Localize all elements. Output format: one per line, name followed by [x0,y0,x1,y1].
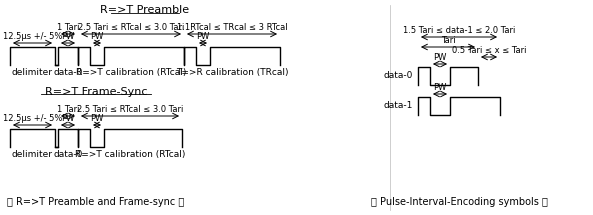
Text: delimiter: delimiter [12,68,53,77]
Text: 1 Tari: 1 Tari [57,105,79,114]
Text: PW: PW [433,53,447,62]
Text: PW: PW [61,114,75,123]
Text: PW: PW [61,32,75,41]
Text: delimiter: delimiter [12,150,53,159]
Text: 1 Tari: 1 Tari [57,23,79,32]
Text: PW: PW [90,114,104,123]
Text: 1.5 Tari ≤ data-1 ≤ 2.0 Tari: 1.5 Tari ≤ data-1 ≤ 2.0 Tari [403,26,515,35]
Text: R=>T calibration (RTcal): R=>T calibration (RTcal) [76,68,186,77]
Text: （ R=>T Preamble and Frame-sync ）: （ R=>T Preamble and Frame-sync ） [7,197,184,207]
Text: data-0: data-0 [53,68,82,77]
Text: 12.5μs +/- 5%: 12.5μs +/- 5% [3,32,62,41]
Text: data-0: data-0 [53,150,82,159]
Text: R=>T Frame-Sync: R=>T Frame-Sync [44,87,147,97]
Text: （ Pulse-Interval-Encoding symbols ）: （ Pulse-Interval-Encoding symbols ） [371,197,547,207]
Text: PW: PW [196,32,210,41]
Text: PW: PW [433,83,447,92]
Text: 1.1RTcal ≤ TRcal ≤ 3 RTcal: 1.1RTcal ≤ TRcal ≤ 3 RTcal [177,23,288,32]
Text: Tari: Tari [441,36,455,45]
Text: PW: PW [90,32,104,41]
Text: 2.5 Tari ≤ RTcal ≤ 3.0 Tari: 2.5 Tari ≤ RTcal ≤ 3.0 Tari [78,23,184,32]
Text: R=>T calibration (RTcal): R=>T calibration (RTcal) [75,150,185,159]
Text: 0.5 Tari ≤ x ≤ Tari: 0.5 Tari ≤ x ≤ Tari [452,46,526,55]
Text: T=>R calibration (TRcal): T=>R calibration (TRcal) [176,68,288,77]
Text: R=>T Preamble: R=>T Preamble [100,5,190,15]
Text: data-1: data-1 [384,101,413,111]
Text: 2.5 Tari ≤ RTcal ≤ 3.0 Tari: 2.5 Tari ≤ RTcal ≤ 3.0 Tari [77,105,183,114]
Text: 12.5μs +/- 5%: 12.5μs +/- 5% [3,114,62,123]
Text: data-0: data-0 [384,72,413,80]
